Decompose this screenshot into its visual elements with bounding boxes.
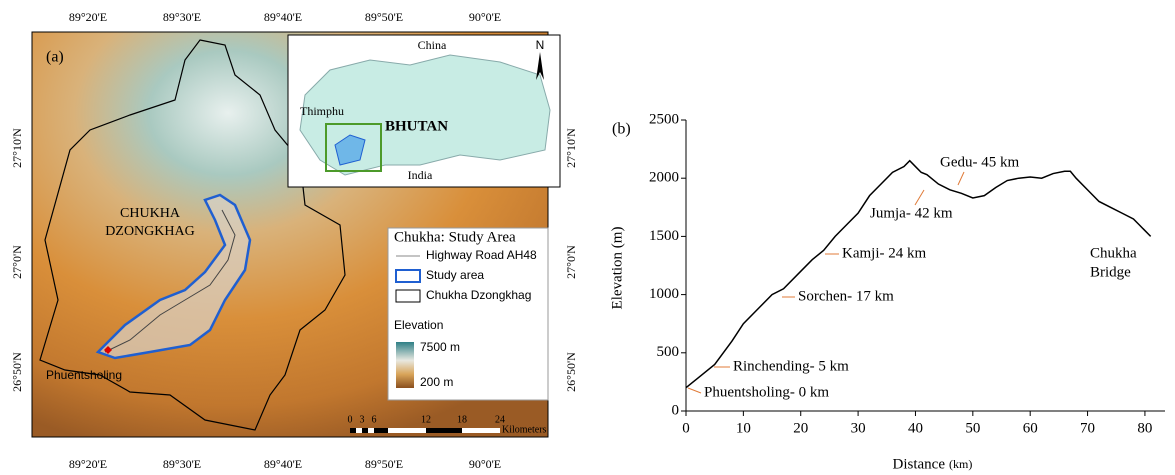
lon-label: 90°0'E xyxy=(469,457,501,471)
figure: 0500100015002000250001020304050607080(b)… xyxy=(0,0,1175,475)
scale-tick: 0 xyxy=(348,414,353,425)
x-axis-unit: (km) xyxy=(949,457,972,471)
district-label: DZONGKHAG xyxy=(105,224,194,239)
annotation: Bridge xyxy=(1090,264,1131,280)
elevation-profile: 0 500 1000 1500 2000 2500 0 10 20 30 40 50 60 70 80 (b)… xyxy=(609,111,1165,472)
y-tick-label: 1500 xyxy=(649,228,679,244)
scale-bar xyxy=(350,428,500,433)
inset-thimphu: Thimphu xyxy=(300,104,344,118)
x-tick-label: 10 xyxy=(736,420,751,436)
x-axis-label: Distance xyxy=(893,456,946,472)
scale-tick: 18 xyxy=(457,414,467,425)
annotation: Kamji- 24 km xyxy=(842,245,926,261)
y-tick-label: 500 xyxy=(657,344,680,360)
x-tick-label: 0 xyxy=(682,420,690,436)
annotation: Gedu- 45 km xyxy=(940,154,1019,170)
inset-country: BHUTAN xyxy=(385,118,448,134)
legend-low: 200 m xyxy=(420,375,453,389)
lon-label: 89°30'E xyxy=(163,10,201,24)
legend-title: Chukha: Study Area xyxy=(394,229,516,245)
town-label: Phuentsholing xyxy=(46,368,122,382)
scale-tick: 3 xyxy=(360,414,365,425)
legend-item: Study area xyxy=(426,268,484,282)
lon-label: 89°40'E xyxy=(264,10,302,24)
lon-label: 90°0'E xyxy=(469,10,501,24)
x-tick-label: 20 xyxy=(793,420,808,436)
lat-label: 26°50'N xyxy=(564,352,578,392)
annotation: Rinchending- 5 km xyxy=(733,358,849,374)
annotation: Phuentsholing- 0 km xyxy=(704,384,829,400)
legend-item: Highway Road AH48 xyxy=(426,248,537,262)
inset-india: India xyxy=(408,168,433,182)
legend-elev-title: Elevation xyxy=(394,318,443,332)
legend-item: Chukha Dzongkhag xyxy=(426,288,531,302)
profile-line xyxy=(686,161,1151,388)
x-tick-label: 70 xyxy=(1080,420,1095,436)
annotation: Sorchen- 17 km xyxy=(798,288,894,304)
y-tick-label: 2500 xyxy=(649,111,679,127)
lon-label: 89°30'E xyxy=(163,457,201,471)
scale-tick: 12 xyxy=(421,414,431,425)
district-label: CHUKHA xyxy=(120,206,181,221)
annotation: Jumja- 42 km xyxy=(870,205,953,221)
lat-label: 27°0'N xyxy=(10,245,24,279)
scale-unit: Kilometers xyxy=(502,424,547,435)
inset-china: China xyxy=(418,38,447,52)
panel-label: (a) xyxy=(46,49,64,66)
annotation-leader xyxy=(688,388,701,393)
lon-label: 89°50'E xyxy=(365,457,403,471)
lon-label: 89°50'E xyxy=(365,10,403,24)
lat-label: 27°10'N xyxy=(564,128,578,168)
annotation: Chukha xyxy=(1090,245,1137,261)
legend-high: 7500 m xyxy=(420,340,460,354)
lat-label: 26°50'N xyxy=(10,352,24,392)
lon-label: 89°20'E xyxy=(69,457,107,471)
scale-tick: 6 xyxy=(372,414,377,425)
annotation-leader xyxy=(958,172,964,185)
lat-label: 27°10'N xyxy=(10,128,24,168)
lon-label: 89°20'E xyxy=(69,10,107,24)
legend-elevation xyxy=(396,342,414,388)
x-tick-label: 30 xyxy=(851,420,866,436)
x-tick-label: 60 xyxy=(1023,420,1038,436)
lon-label: 89°40'E xyxy=(264,457,302,471)
lat-label: 27°0'N xyxy=(564,245,578,279)
north-label: N xyxy=(536,38,545,52)
y-tick-label: 1000 xyxy=(649,286,679,302)
panel-label: (b) xyxy=(612,121,631,138)
y-tick-label: 0 xyxy=(672,402,680,418)
annotation-leader xyxy=(915,190,924,205)
x-tick-label: 40 xyxy=(908,420,923,436)
y-axis-label: Elevation (m) xyxy=(609,227,625,310)
y-tick-label: 2000 xyxy=(649,170,679,186)
x-tick-label: 50 xyxy=(965,420,980,436)
x-tick-label: 80 xyxy=(1137,420,1152,436)
